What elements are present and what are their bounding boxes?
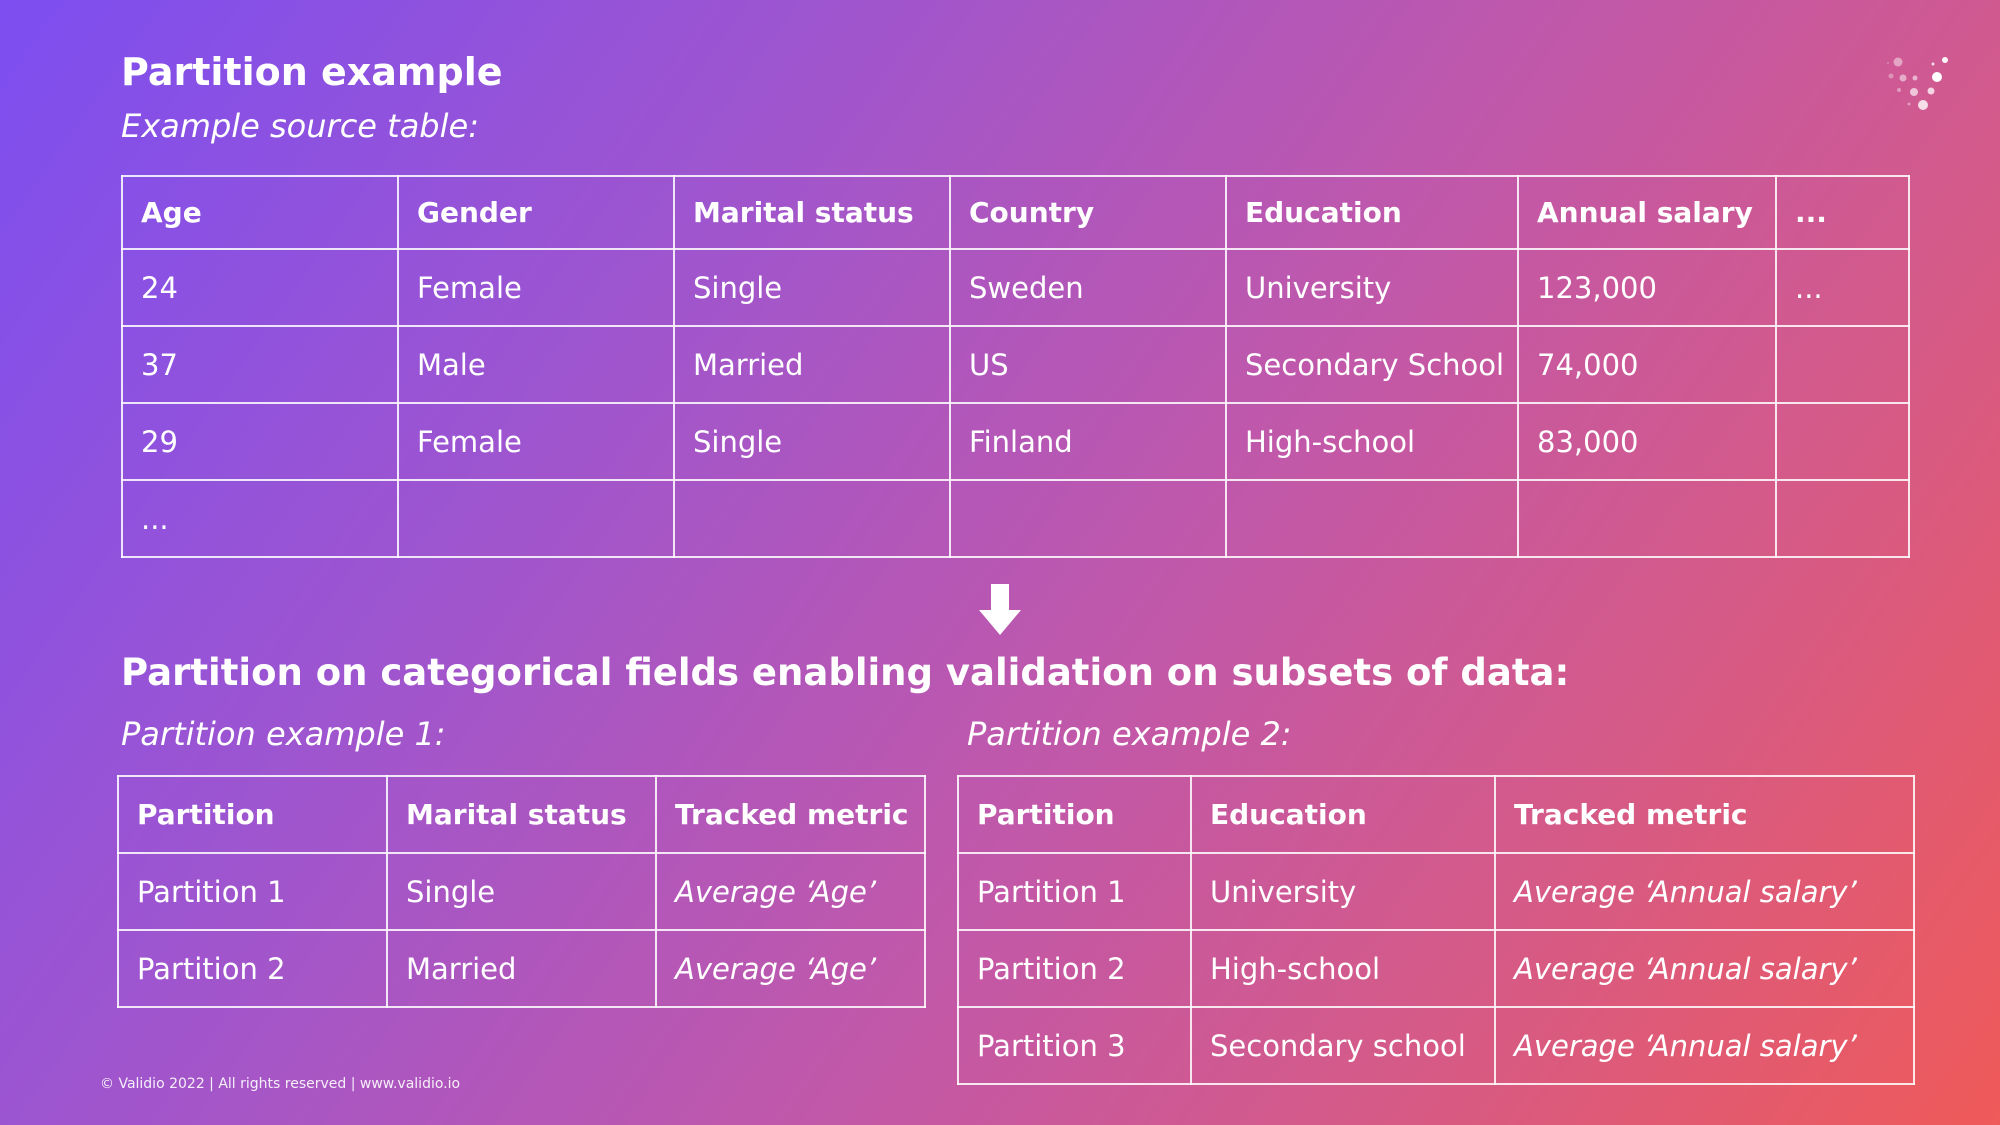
- table-cell: Average ‘Age’: [655, 852, 926, 931]
- table-cell: 37: [121, 325, 399, 404]
- table-row: Partition 1 Single Average ‘Age’: [117, 852, 926, 931]
- table-cell: High-school: [1190, 929, 1496, 1008]
- header-tracked-metric: Tracked metric: [655, 775, 926, 854]
- table-header-row: Partition Education Tracked metric: [957, 775, 1915, 854]
- table-cell: [673, 479, 951, 558]
- header-education: Education: [1225, 175, 1519, 250]
- table-cell: Single: [673, 248, 951, 327]
- table-header-row: Partition Marital status Tracked metric: [117, 775, 926, 854]
- table-header-row: Age Gender Marital status Country Educat…: [121, 175, 1910, 250]
- table-cell: Married: [386, 929, 657, 1008]
- header-marital-status: Marital status: [673, 175, 951, 250]
- header-more: ...: [1775, 175, 1910, 250]
- table-cell: [397, 479, 675, 558]
- table-cell: University: [1190, 852, 1496, 931]
- table-cell: University: [1225, 248, 1519, 327]
- table-cell: [1775, 479, 1910, 558]
- table-row: Partition 2 High-school Average ‘Annual …: [957, 929, 1915, 1008]
- table-cell: Average ‘Annual salary’: [1494, 1006, 1915, 1085]
- header-tracked-metric: Tracked metric: [1494, 775, 1915, 854]
- header-education: Education: [1190, 775, 1496, 854]
- down-arrow-icon: [979, 584, 1021, 635]
- table-cell: Average ‘Age’: [655, 929, 926, 1008]
- table-row: Partition 1 University Average ‘Annual s…: [957, 852, 1915, 931]
- source-table: Age Gender Marital status Country Educat…: [121, 175, 1910, 558]
- header-annual-salary: Annual salary: [1517, 175, 1777, 250]
- section-title: Partition on categorical fields enabling…: [121, 651, 1570, 694]
- table-cell: Partition 1: [957, 852, 1192, 931]
- table-row: 37 Male Married US Secondary School 74,0…: [121, 325, 1910, 404]
- table-cell: Female: [397, 402, 675, 481]
- table-cell: ...: [121, 479, 399, 558]
- partition-example-1-table: Partition Marital status Tracked metric …: [117, 775, 926, 1008]
- table-cell: Partition 2: [957, 929, 1192, 1008]
- table-cell: Average ‘Annual salary’: [1494, 929, 1915, 1008]
- table-cell: [1775, 325, 1910, 404]
- table-cell: [949, 479, 1227, 558]
- table-cell: Finland: [949, 402, 1227, 481]
- partition-example-2-caption: Partition example 2:: [967, 715, 1292, 753]
- header-country: Country: [949, 175, 1227, 250]
- table-cell: ...: [1775, 248, 1910, 327]
- table-cell: High-school: [1225, 402, 1519, 481]
- table-cell: [1775, 402, 1910, 481]
- table-cell: 24: [121, 248, 399, 327]
- table-cell: [1517, 479, 1777, 558]
- table-cell: 123,000: [1517, 248, 1777, 327]
- table-cell: Average ‘Annual salary’: [1494, 852, 1915, 931]
- table-cell: [1225, 479, 1519, 558]
- table-cell: Married: [673, 325, 951, 404]
- table-cell: US: [949, 325, 1227, 404]
- table-cell: Secondary School: [1225, 325, 1519, 404]
- table-cell: Single: [386, 852, 657, 931]
- header-partition: Partition: [957, 775, 1192, 854]
- table-row: 24 Female Single Sweden University 123,0…: [121, 248, 1910, 327]
- table-row: 29 Female Single Finland High-school 83,…: [121, 402, 1910, 481]
- table-cell: 74,000: [1517, 325, 1777, 404]
- table-cell: Female: [397, 248, 675, 327]
- table-row: Partition 2 Married Average ‘Age’: [117, 929, 926, 1008]
- table-cell: Single: [673, 402, 951, 481]
- table-row: Partition 3 Secondary school Average ‘An…: [957, 1006, 1915, 1085]
- header-partition: Partition: [117, 775, 388, 854]
- table-cell: 29: [121, 402, 399, 481]
- header-age: Age: [121, 175, 399, 250]
- table-cell: Partition 2: [117, 929, 388, 1008]
- partition-example-1-caption: Partition example 1:: [121, 715, 446, 753]
- table-row: ...: [121, 479, 1910, 558]
- header-gender: Gender: [397, 175, 675, 250]
- partition-example-2-table: Partition Education Tracked metric Parti…: [957, 775, 1915, 1085]
- header-marital-status: Marital status: [386, 775, 657, 854]
- footer-copyright: © Validio 2022 | All rights reserved | w…: [100, 1076, 461, 1092]
- table-cell: Sweden: [949, 248, 1227, 327]
- table-cell: Secondary school: [1190, 1006, 1496, 1085]
- slide-title: Partition example: [121, 50, 503, 94]
- table-cell: 83,000: [1517, 402, 1777, 481]
- table-cell: Male: [397, 325, 675, 404]
- table-cell: Partition 1: [117, 852, 388, 931]
- table-cell: Partition 3: [957, 1006, 1192, 1085]
- slide-subtitle: Example source table:: [121, 107, 479, 145]
- validio-logo-icon: [1887, 57, 1948, 110]
